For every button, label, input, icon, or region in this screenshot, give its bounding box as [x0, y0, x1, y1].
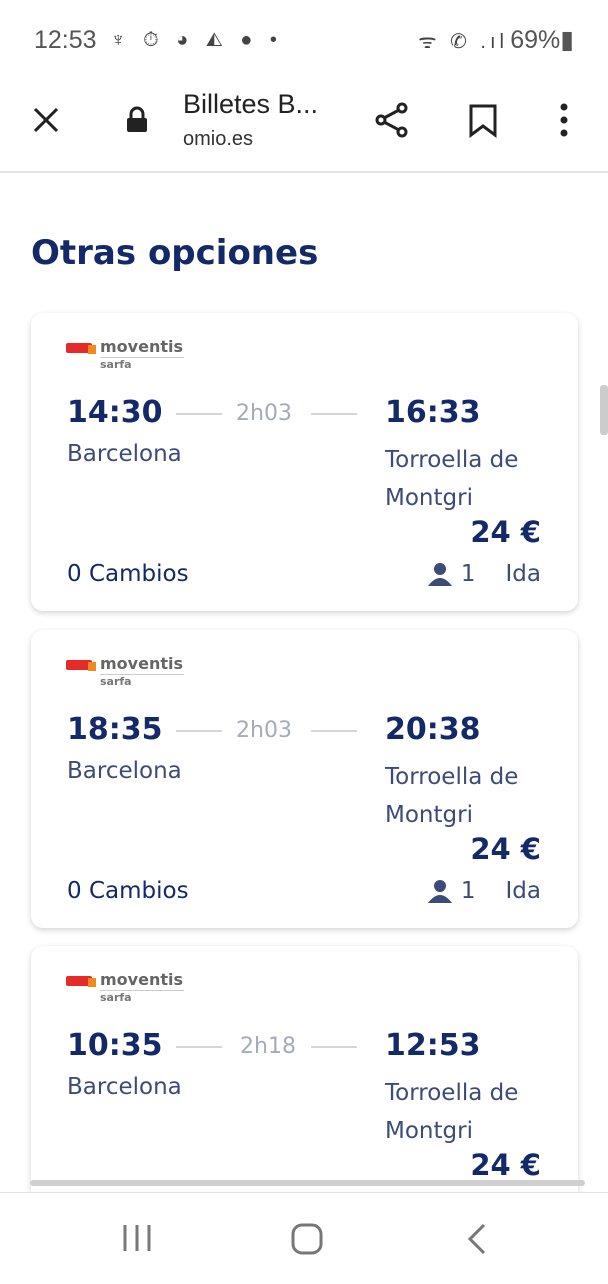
duration: 2h03	[236, 718, 292, 743]
passenger-info: 1 Ida	[427, 561, 541, 587]
page-title[interactable]: Billetes B...	[183, 89, 319, 119]
scrollbar[interactable]	[600, 385, 608, 435]
passenger-info: 1 Ida	[427, 878, 541, 904]
page-url[interactable]: omio.es	[183, 128, 254, 150]
clock: 12:53	[34, 25, 97, 54]
section-title: Otras opciones	[31, 233, 319, 273]
trip-card[interactable]: moventis sarfa 14:30 2h03 16:33 Barcelona…	[31, 313, 578, 611]
departure-time: 14:30	[67, 395, 163, 430]
price: 24 €	[470, 832, 541, 866]
system-nav-bar	[0, 1192, 608, 1284]
destination: Torroella de Montgri	[385, 764, 519, 828]
divider	[311, 730, 357, 732]
battery-level: 69%▮	[510, 26, 574, 54]
more-options-icon[interactable]	[558, 102, 570, 138]
divider	[176, 1046, 222, 1048]
arrival-time: 12:53	[385, 1028, 481, 1063]
divider	[311, 413, 357, 415]
duration: 2h03	[236, 401, 292, 426]
divider	[176, 413, 222, 415]
trip-card[interactable]: moventis sarfa 18:35 2h03 20:38 Barcelona…	[31, 630, 578, 928]
operator-logo: moventis sarfa	[66, 654, 186, 692]
status-bar: 12:53 ♆ ⏱ ◕ ◭ ● • ᯤ ✆ .ıl 69%▮	[0, 0, 608, 80]
duration: 2h18	[240, 1034, 296, 1059]
battery-icon: ▮	[560, 26, 574, 54]
origin: Barcelona	[67, 1074, 182, 1100]
destination: Torroella de Montgri	[385, 447, 519, 511]
lock-icon[interactable]	[125, 106, 149, 134]
notification-icons: ♆ ⏱ ◕ ◭ ● •	[110, 28, 283, 51]
bookmark-icon[interactable]	[469, 104, 497, 138]
origin: Barcelona	[67, 758, 182, 784]
horizontal-scrollbar[interactable]	[30, 1180, 585, 1186]
arrival-time: 16:33	[385, 395, 481, 430]
destination: Torroella de Montgri	[385, 1080, 519, 1144]
back-icon[interactable]	[466, 1223, 488, 1255]
changes: 0 Cambios	[67, 561, 189, 587]
operator-logo: moventis sarfa	[66, 970, 186, 1008]
price: 24 €	[470, 515, 541, 549]
departure-time: 18:35	[67, 712, 163, 747]
person-icon	[427, 563, 452, 586]
divider	[311, 1046, 357, 1048]
changes: 0 Cambios	[67, 878, 189, 904]
browser-toolbar: Billetes B... omio.es	[0, 80, 608, 173]
close-icon[interactable]	[33, 107, 59, 133]
origin: Barcelona	[67, 441, 182, 467]
share-icon[interactable]	[374, 102, 410, 138]
connectivity-icons: ᯤ ✆ .ıl	[418, 30, 508, 53]
operator-logo: moventis sarfa	[66, 337, 186, 375]
arrival-time: 20:38	[385, 712, 481, 747]
price: 24 €	[470, 1148, 541, 1182]
recent-apps-icon[interactable]	[122, 1223, 152, 1253]
person-icon	[427, 880, 452, 903]
divider	[176, 730, 222, 732]
departure-time: 10:35	[67, 1028, 163, 1063]
home-icon[interactable]	[291, 1223, 323, 1255]
